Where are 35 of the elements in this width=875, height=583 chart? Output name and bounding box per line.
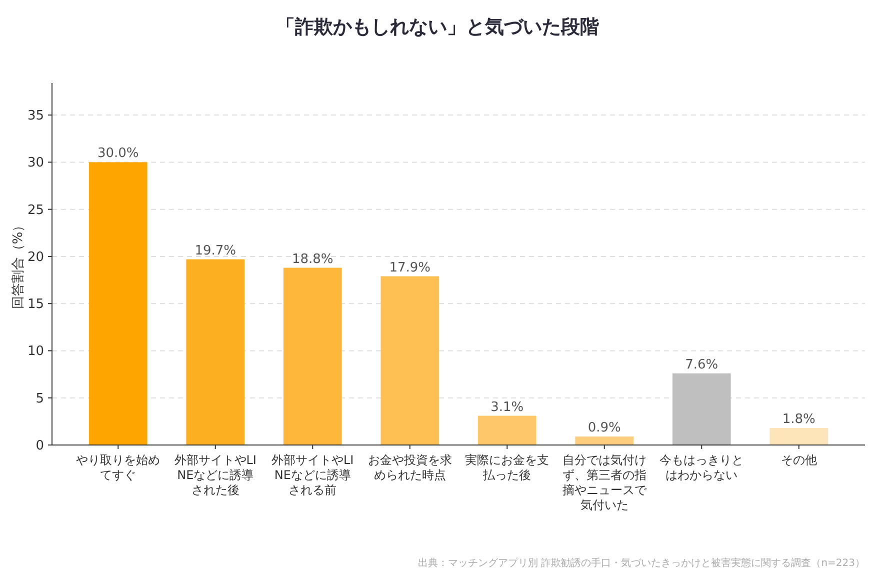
data-label: 1.8%: [782, 412, 816, 428]
data-label: 19.7%: [194, 243, 236, 258]
x-tick-label: その他: [780, 453, 817, 467]
bar: [478, 416, 536, 445]
y-tick-label: 15: [27, 297, 44, 312]
data-label: 17.9%: [389, 260, 431, 276]
bar: [770, 428, 828, 445]
x-tick-label: 外部サイトやLINEなどに誘導された後: [174, 453, 256, 497]
y-tick-label: 25: [27, 202, 44, 218]
bar: [283, 268, 342, 445]
x-tick-label: お金や投資を求められた時点: [368, 453, 452, 482]
x-tick-label: 今もはっきりとはわからない: [660, 453, 744, 482]
bar: [672, 373, 731, 445]
x-tick-label: 自分では気付けず、第三者の指摘やニュースで気付いた: [562, 453, 648, 512]
data-label: 18.8%: [292, 252, 334, 267]
y-tick-label: 5: [36, 391, 44, 406]
y-tick-label: 10: [27, 344, 44, 360]
y-tick-label: 35: [27, 108, 44, 124]
source-note: 出典：マッチングアプリ別 詐欺勧誘の手口・気づいたきっかけと被害実態に関する調査（n=223）: [418, 557, 865, 569]
data-label: 7.6%: [685, 357, 718, 372]
x-tick-label: やり取りを始めてすぐ: [76, 453, 160, 482]
x-tick-label: 実際にお金を支払った後: [465, 453, 550, 482]
y-axis-title: 回答割合（%）: [11, 218, 26, 310]
y-tick-label: 30: [27, 156, 44, 171]
data-label: 30.0%: [97, 146, 139, 162]
data-label: 3.1%: [490, 400, 524, 415]
bar: [186, 259, 245, 445]
bar: [380, 276, 440, 445]
chart-title: 「詐欺かもしれない」と気づいた段階: [276, 16, 600, 38]
data-label: 0.9%: [588, 420, 621, 436]
bar: [88, 162, 148, 445]
y-tick-label: 0: [36, 438, 44, 454]
x-tick-label: 外部サイトやLINEなどに誘導される前: [272, 453, 354, 497]
bar: [575, 436, 634, 445]
y-tick-label: 20: [27, 250, 44, 265]
